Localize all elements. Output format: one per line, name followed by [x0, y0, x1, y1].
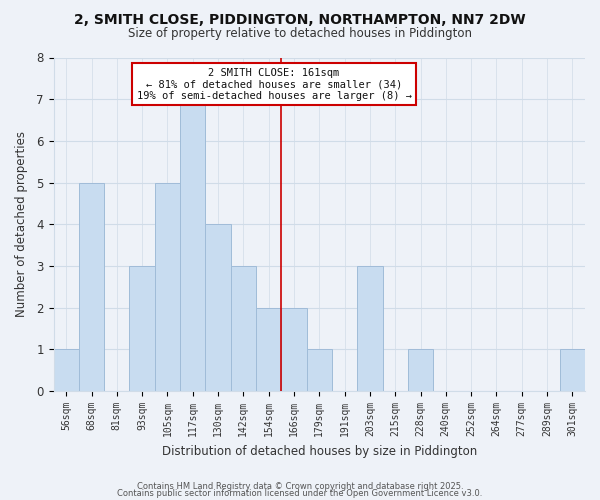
Bar: [231, 266, 256, 391]
Bar: [53, 350, 79, 391]
Bar: [357, 266, 383, 391]
Y-axis label: Number of detached properties: Number of detached properties: [15, 132, 28, 318]
Text: Size of property relative to detached houses in Piddington: Size of property relative to detached ho…: [128, 28, 472, 40]
Bar: [307, 350, 332, 391]
Text: Contains public sector information licensed under the Open Government Licence v3: Contains public sector information licen…: [118, 490, 482, 498]
Bar: [79, 182, 104, 391]
Bar: [256, 308, 281, 391]
Bar: [180, 99, 205, 391]
X-axis label: Distribution of detached houses by size in Piddington: Distribution of detached houses by size …: [161, 444, 477, 458]
Bar: [155, 182, 180, 391]
Text: Contains HM Land Registry data © Crown copyright and database right 2025.: Contains HM Land Registry data © Crown c…: [137, 482, 463, 491]
Text: 2 SMITH CLOSE: 161sqm
← 81% of detached houses are smaller (34)
19% of semi-deta: 2 SMITH CLOSE: 161sqm ← 81% of detached …: [137, 68, 412, 100]
Bar: [560, 350, 585, 391]
Text: 2, SMITH CLOSE, PIDDINGTON, NORTHAMPTON, NN7 2DW: 2, SMITH CLOSE, PIDDINGTON, NORTHAMPTON,…: [74, 12, 526, 26]
Bar: [281, 308, 307, 391]
Bar: [408, 350, 433, 391]
Bar: [130, 266, 155, 391]
Bar: [205, 224, 231, 391]
